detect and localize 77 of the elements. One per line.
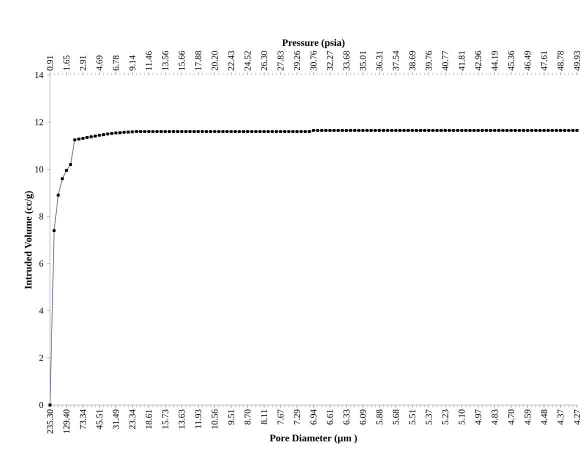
text: 26.30	[261, 50, 268, 70]
text: 22.43	[228, 50, 234, 70]
x-tick-label: 4.83	[492, 410, 498, 425]
text: 27.83	[278, 50, 284, 70]
text: 40.77	[442, 50, 448, 71]
text: 46.49	[524, 50, 531, 71]
x-tick-label: 8.11	[261, 410, 268, 424]
x-tick-label: 15.73	[162, 410, 168, 429]
x-tick-label: 11.93	[195, 410, 202, 428]
x-tick-label: 23.34	[129, 409, 136, 429]
x-tick-label: 4.97	[475, 409, 482, 425]
x-tick-label: 5.10	[458, 410, 465, 424]
x-axis-title: Pore Diameter (µm )	[270, 434, 357, 444]
text: 32.27	[326, 50, 333, 70]
x-tick-label: 5.37	[426, 409, 432, 424]
text: 15.66	[178, 50, 185, 70]
x-tick-label: 18.61	[146, 410, 152, 429]
x-tick-label: 5.51	[409, 410, 416, 424]
text: 24.52	[244, 51, 251, 70]
x-tick-label: 4.59	[524, 410, 531, 425]
y-tick-label: 6	[39, 260, 44, 267]
text: 39.76	[426, 50, 432, 70]
x-tick-label: 235.30	[46, 410, 54, 434]
text: 0.91	[46, 56, 54, 70]
x-tick-label: 5.68	[392, 410, 399, 424]
text: 45.36	[508, 50, 514, 71]
text: 37.54	[392, 50, 399, 70]
x-tick-label: 4.27	[574, 409, 580, 425]
x-tick-label: 9.51	[228, 410, 234, 425]
text: 29.26	[294, 50, 300, 70]
y-tick-label: 8	[39, 213, 44, 220]
y-tick-label: 4	[39, 308, 44, 314]
x-tick-label: 129.40	[63, 410, 70, 434]
text: 30.76	[310, 50, 317, 70]
text: 44.19	[492, 50, 498, 71]
y-tick-label: 2	[39, 354, 43, 361]
text: 33.68	[343, 50, 350, 70]
text: 1.65	[63, 55, 70, 70]
text: 11.46	[146, 51, 152, 70]
text: 2.91	[80, 56, 86, 70]
x-tick-label: 5.88	[376, 410, 382, 424]
text: 9.14	[129, 55, 136, 71]
x-tick-label: 6.61	[326, 410, 333, 424]
x-tick-label: 6.94	[310, 409, 317, 424]
text: 17.88	[195, 50, 202, 70]
text: 42.96	[475, 50, 482, 71]
text: 13.56	[162, 50, 168, 70]
x-tick-label: 45.51	[96, 410, 102, 430]
x-tick-label: 6.09	[360, 410, 366, 424]
x-tick-label: 4.48	[541, 410, 548, 425]
x-tick-label: 10.56	[212, 409, 218, 429]
x-tick-label: 6.33	[343, 410, 350, 424]
text: 36.31	[376, 51, 382, 70]
text: 48.78	[557, 50, 564, 71]
text: 4.69	[96, 55, 102, 71]
y-tick-label: 10	[35, 166, 44, 172]
y-axis-title: Intruded Volume (cc/g)	[24, 191, 34, 290]
text: 38.69	[409, 50, 416, 70]
text: 20.20	[212, 50, 218, 70]
x2-axis-title: Pressure (psia)	[282, 39, 345, 48]
y-tick-label: 14	[35, 72, 44, 78]
text: 41.81	[458, 51, 465, 71]
x-tick-label: 73.34	[80, 409, 86, 429]
x-tick-label: 4.70	[508, 410, 514, 425]
y-tick-label: 12	[35, 119, 43, 126]
x-tick-label: 31.49	[112, 410, 119, 429]
y-tick-label: 0	[39, 402, 44, 408]
text: 6.78	[112, 55, 119, 70]
x-tick-label: 7.67	[278, 409, 284, 424]
text: 47.61	[541, 51, 548, 71]
text: 49.93	[574, 50, 580, 71]
x-tick-label: 7.29	[294, 410, 300, 424]
x-tick-label: 8.70	[244, 410, 251, 425]
x-tick-label: 13.63	[178, 410, 185, 429]
text: 35.01	[360, 51, 366, 70]
x-tick-label: 5.23	[442, 410, 448, 424]
x-tick-label: 4.37	[558, 409, 564, 425]
